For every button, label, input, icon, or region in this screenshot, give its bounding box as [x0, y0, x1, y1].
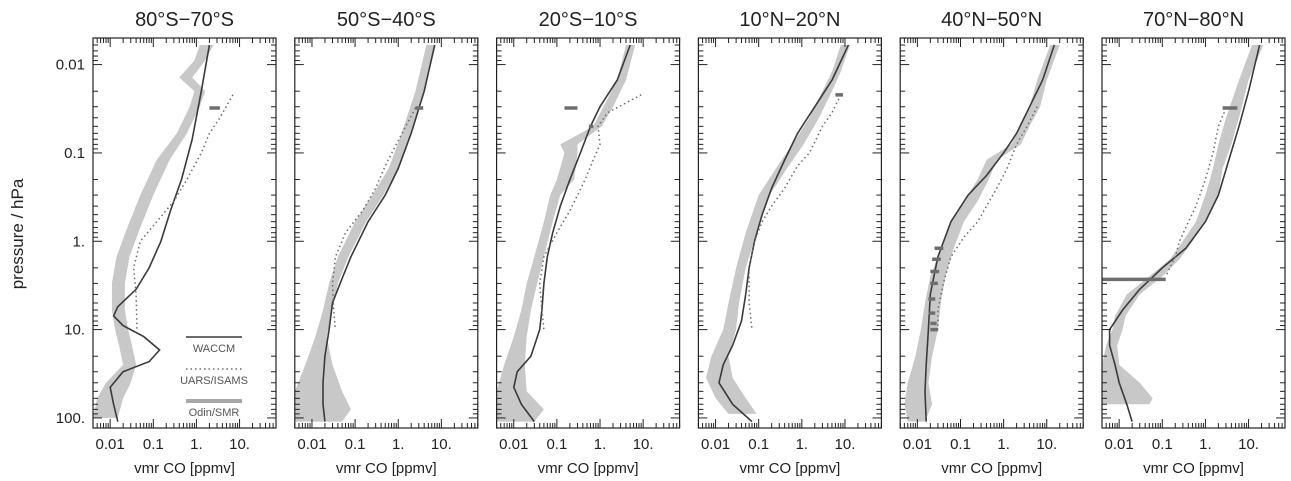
panel-3: 0.01 0.1 1. 10. 20°S−10°S vmr CO [ppmv] — [496, 9, 681, 477]
x-tick-label: 1. — [190, 436, 203, 453]
x-axis-title: vmr CO [ppmv] — [134, 460, 235, 477]
odin-smr-band — [496, 45, 636, 422]
x-axis-title: vmr CO [ppmv] — [739, 460, 840, 477]
panel-title: 80°S−70°S — [135, 9, 234, 31]
odin-smr-band — [904, 45, 1060, 422]
x-tick-label: 1. — [594, 436, 607, 453]
plot-area — [904, 44, 1060, 422]
x-tick-label: 10. — [1036, 436, 1057, 453]
legend-label: Odin/SMR — [189, 407, 240, 419]
x-axis-title: vmr CO [ppmv] — [1143, 460, 1244, 477]
x-tick-label: 0.1 — [345, 436, 366, 453]
x-tick-label: 0.1 — [950, 436, 971, 453]
panel-2: 0.01 0.1 1. 10. 50°S−40°S vmr CO [ppmv] — [294, 9, 479, 477]
y-tick-label: 1. — [72, 233, 85, 250]
x-tick-label: 10. — [835, 436, 856, 453]
waccm-line — [109, 44, 211, 422]
plot-area — [1102, 44, 1264, 422]
panels: 0.01 0.1 1. 10. 0.01 0.1 1. 10. 100. 80°S−70°S vmr… — [56, 9, 1286, 477]
legend: WACCM UARS/ISAMS Odin/SMR — [180, 336, 248, 419]
y-tick-label: 0.1 — [64, 145, 85, 162]
x-tick-label: 10. — [229, 436, 250, 453]
panel-6: 0.01 0.1 1. 10. 70°N−80°N vmr CO [ppmv] — [1101, 9, 1286, 477]
isams-line — [748, 94, 842, 330]
x-axis-title: vmr CO [ppmv] — [538, 460, 639, 477]
y-axis-title: pressure / hPa — [8, 178, 27, 289]
legend-label: WACCM — [193, 343, 235, 355]
panel-title: 40°N−50°N — [941, 9, 1042, 31]
plot-area — [93, 44, 234, 422]
plot-area — [496, 44, 642, 423]
isams-line — [538, 94, 642, 330]
waccm-line — [512, 44, 631, 423]
legend-label: UARS/ISAMS — [180, 375, 248, 387]
x-axis-title: vmr CO [ppmv] — [336, 460, 437, 477]
x-tick-label: 1. — [1199, 436, 1212, 453]
x-tick-label: 0.01 — [499, 436, 528, 453]
panel-title: 50°S−40°S — [337, 9, 436, 31]
x-tick-label: 0.01 — [1105, 436, 1134, 453]
x-tick-label: 0.01 — [903, 436, 932, 453]
x-tick-label: 0.01 — [297, 436, 326, 453]
panel-4: 0.01 0.1 1. 10. 10°N−20°N vmr CO [ppmv] — [697, 9, 883, 477]
x-tick-label: 0.1 — [748, 436, 769, 453]
isams-line — [132, 94, 234, 330]
odin-smr-band — [706, 45, 850, 414]
panel-5: 0.01 0.1 1. 10. 40°N−50°N vmr CO [ppmv] — [899, 9, 1084, 477]
x-tick-label: 0.01 — [96, 436, 125, 453]
plot-area — [294, 44, 436, 422]
x-axis-title: vmr CO [ppmv] — [941, 460, 1042, 477]
panel-title: 20°S−10°S — [539, 9, 638, 31]
y-tick-label: 100. — [56, 410, 85, 427]
x-tick-label: 0.1 — [546, 436, 567, 453]
x-tick-label: 0.01 — [701, 436, 730, 453]
panel-title: 70°N−80°N — [1143, 9, 1244, 31]
x-tick-label: 10. — [633, 436, 654, 453]
x-tick-label: 1. — [392, 436, 405, 453]
waccm-line — [718, 44, 850, 423]
y-tick-label: 10. — [64, 322, 85, 339]
odin-smr-band — [294, 45, 436, 422]
x-tick-label: 0.1 — [1152, 436, 1173, 453]
x-tick-label: 1. — [997, 436, 1010, 453]
x-tick-label: 10. — [431, 436, 452, 453]
waccm-line — [322, 44, 436, 422]
x-tick-label: 0.1 — [143, 436, 164, 453]
panel-1: 0.01 0.1 1. 10. 0.01 0.1 1. 10. 100. 80°S−70°S vmr… — [56, 9, 277, 477]
odin-smr-band — [1102, 45, 1264, 405]
x-tick-label: 10. — [1238, 436, 1259, 453]
y-tick-label: 0.01 — [56, 57, 85, 74]
plot-area — [706, 44, 850, 423]
waccm-line — [924, 44, 1056, 422]
panel-title: 10°N−20°N — [739, 9, 840, 31]
x-tick-label: 1. — [796, 436, 809, 453]
odin-smr-band — [93, 45, 214, 418]
